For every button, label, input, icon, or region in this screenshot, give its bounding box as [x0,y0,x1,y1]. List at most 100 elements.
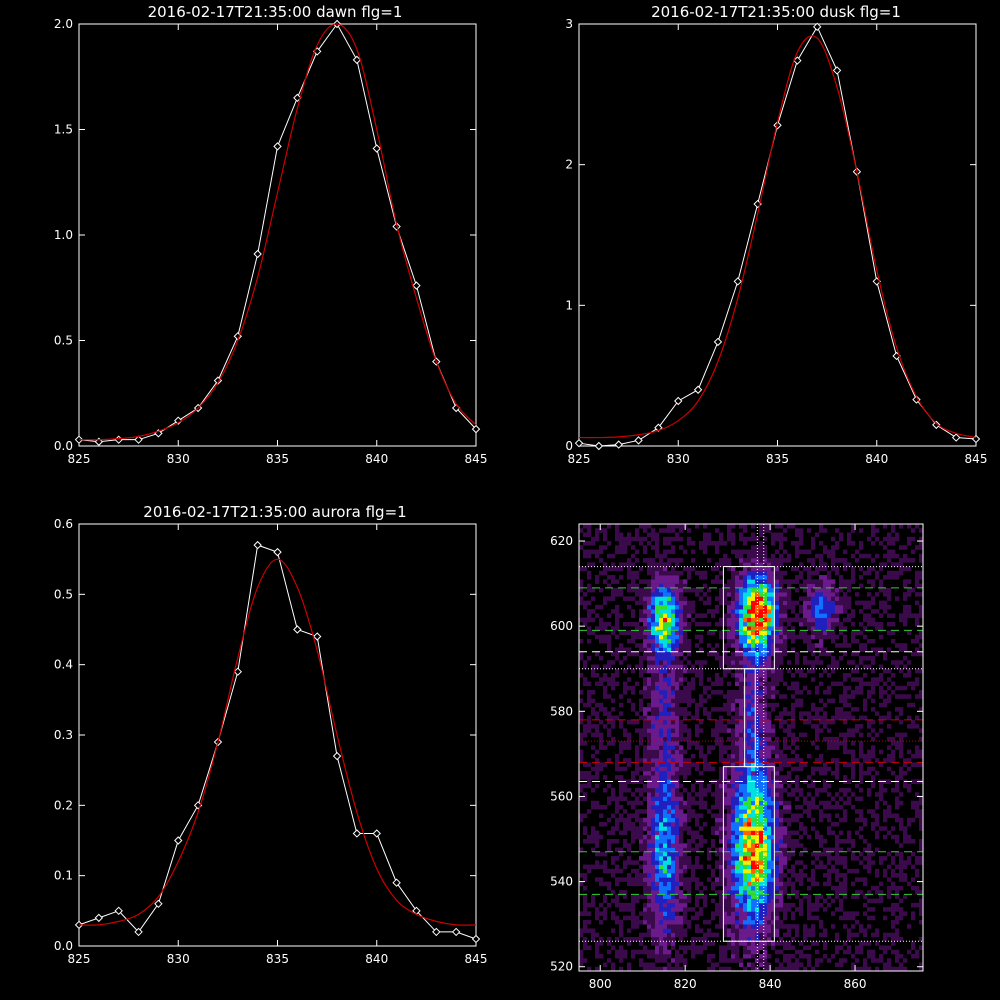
heatmap-cell [663,592,668,597]
heatmap-cell [643,617,648,623]
heatmap-cell [787,724,792,729]
heatmap-cell [835,621,840,627]
heatmap-cell [651,707,656,712]
heatmap-cell [579,587,584,593]
heatmap-cell [623,758,628,763]
heatmap-cell [791,830,796,836]
heatmap-cell [679,762,684,767]
heatmap-cell [727,600,732,606]
heatmap-cell [759,579,764,584]
heatmap-cell [867,638,872,644]
heatmap-cell [819,843,824,848]
heatmap-cell [667,873,672,878]
heatmap-cell [847,732,852,738]
heatmap-cell [679,694,684,699]
heatmap-cell [683,932,688,938]
heatmap-cell [639,668,644,674]
heatmap-cell [843,626,848,631]
heatmap-cell [651,762,656,767]
heatmap-cell [687,792,692,797]
heatmap-cell [875,966,880,972]
heatmap-cell [811,541,816,546]
heatmap-cell [827,728,832,733]
heatmap-cell [727,524,732,529]
heatmap-cell [623,894,628,899]
heatmap-cell [775,660,780,665]
heatmap-cell [615,822,620,827]
heatmap-cell [803,617,808,623]
heatmap-cell [703,707,708,712]
heatmap-cell [783,528,788,533]
heatmap-cell [863,817,868,823]
heatmap-cell [731,945,736,951]
heatmap-cell [587,575,592,580]
heatmap-cell [651,941,656,946]
heatmap-cell [859,813,864,819]
heatmap-cell [823,945,828,951]
heatmap-cell [663,604,668,610]
heatmap-cell [807,800,812,806]
heatmap-cell [843,617,848,623]
heatmap-cell [835,643,840,648]
heatmap-cell [847,587,852,593]
heatmap-cell [851,932,856,938]
heatmap-cell [771,877,776,882]
heatmap-cell [763,813,768,819]
heatmap-cell [863,655,868,661]
heatmap-cell [803,762,808,767]
heatmap-cell [707,651,712,657]
heatmap-cell [679,673,684,678]
heatmap-cell [695,902,700,908]
heatmap-cell [747,711,752,716]
heatmap-cell [779,966,784,972]
heatmap-cell [631,634,636,640]
heatmap-cell [855,685,860,691]
aurora-line-chart: 2016-02-17T21:35:00 aurora flg=1 825 830 8… [54,503,488,966]
heatmap-cell [711,898,716,904]
heatmap-cell [771,562,776,567]
heatmap-cell [707,766,712,772]
heatmap-cell [831,822,836,827]
heatmap-cell [611,962,616,968]
heatmap-cell [767,860,772,865]
heatmap-cell [803,587,808,593]
heatmap-cell [763,626,768,631]
heatmap-cell [643,749,648,755]
heatmap-cell [671,809,676,814]
heatmap-cell [755,907,760,912]
heatmap-cell [655,711,660,716]
heatmap-cell [647,562,652,567]
heatmap-cell [723,613,728,618]
heatmap-cell [635,881,640,887]
heatmap-cell [743,604,748,610]
heatmap-cell [751,804,756,810]
heatmap-cell [771,575,776,580]
heatmap-cell [639,911,644,916]
heatmap-cell [719,634,724,640]
heatmap-cell [659,600,664,606]
heatmap-cell [879,796,884,802]
heatmap-cell [735,817,740,823]
heatmap-cell [663,753,668,759]
heatmap-cell [871,655,876,661]
heatmap-cell [639,664,644,670]
heatmap-cell [647,677,652,682]
heatmap-cell [587,681,592,687]
heatmap-cell [771,907,776,912]
heatmap-cell [763,881,768,887]
heatmap-cell [795,817,800,823]
heatmap-cell [743,924,748,929]
heatmap-cell [751,549,756,555]
heatmap-cell [667,822,672,827]
heatmap-cell [655,719,660,725]
heatmap-cell [679,638,684,644]
heatmap-cell [667,694,672,699]
heatmap-cell [711,707,716,712]
heatmap-cell [827,894,832,899]
heatmap-cell [835,711,840,716]
heatmap-cell [723,928,728,933]
heatmap-cell [807,609,812,614]
heatmap-cell [727,898,732,904]
heatmap-cell [695,881,700,887]
heatmap-cell [675,839,680,844]
